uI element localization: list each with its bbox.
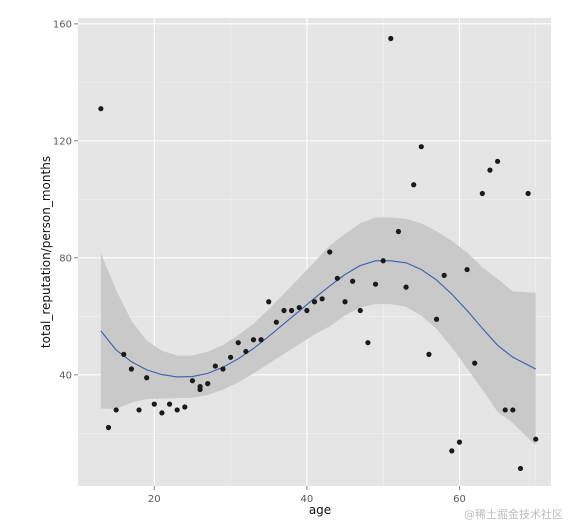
data-point: [365, 340, 371, 346]
data-point: [510, 407, 516, 413]
x-tick-label: 60: [453, 494, 466, 505]
data-point: [136, 407, 142, 413]
data-point: [128, 366, 135, 372]
data-point: [464, 266, 470, 273]
data-point: [372, 281, 379, 287]
data-point: [494, 158, 501, 164]
data-point: [166, 401, 173, 407]
data-point: [121, 351, 127, 357]
data-point: [113, 407, 119, 413]
y-ticks: 40 80 120 160: [53, 19, 78, 381]
data-point: [98, 106, 104, 112]
data-point: [380, 258, 386, 264]
data-point: [266, 299, 272, 305]
data-point: [174, 407, 180, 413]
data-point: [258, 337, 264, 343]
data-point: [227, 354, 234, 360]
x-tick-label: 40: [301, 494, 314, 505]
data-point: [433, 316, 440, 322]
data-point: [182, 404, 188, 410]
y-tick-label: 160: [53, 19, 72, 30]
plot-panel: [78, 18, 551, 486]
data-point: [487, 167, 493, 173]
data-point: [403, 284, 409, 290]
data-point: [197, 386, 203, 393]
data-point: [472, 360, 478, 366]
data-point: [144, 375, 150, 381]
data-point: [243, 348, 249, 355]
watermark-text: @稀土掘金技术社区: [464, 508, 563, 521]
data-point: [327, 249, 333, 255]
x-ticks: 20 40 60: [148, 486, 466, 505]
data-point: [395, 228, 402, 235]
data-point: [502, 407, 508, 413]
data-point: [357, 307, 363, 314]
data-point: [342, 299, 348, 305]
data-point: [334, 275, 340, 281]
x-axis-title: age: [309, 503, 331, 517]
data-point: [525, 190, 531, 197]
y-axis-title: total_reputation/person_months: [39, 156, 53, 348]
x-tick-label: 20: [148, 494, 161, 505]
data-point: [105, 424, 112, 431]
data-point: [189, 378, 196, 384]
data-point: [151, 401, 157, 407]
y-tick-label: 120: [53, 136, 72, 147]
confidence-ribbon: [100, 217, 536, 446]
data-point: [159, 410, 165, 416]
data-point: [289, 307, 295, 314]
data-point: [319, 296, 325, 302]
data-point: [479, 190, 485, 197]
data-point: [426, 351, 432, 357]
data-point: [212, 363, 218, 369]
data-point: [350, 278, 356, 284]
data-point: [250, 337, 257, 343]
data-point: [304, 307, 310, 314]
data-point: [388, 35, 394, 42]
data-point: [533, 436, 539, 442]
data-point: [296, 304, 302, 311]
data-point: [220, 366, 226, 372]
data-point: [311, 299, 318, 305]
data-point: [273, 319, 279, 325]
data-point: [281, 307, 287, 314]
data-point: [411, 182, 417, 188]
data-point: [441, 272, 447, 278]
data-points: [98, 35, 539, 472]
y-tick-label: 80: [59, 253, 72, 264]
data-point: [418, 144, 424, 150]
smooth-line: [100, 260, 536, 378]
data-point: [235, 340, 241, 346]
data-point: [205, 381, 211, 387]
data-point: [517, 465, 524, 472]
data-point: [449, 448, 455, 454]
data-point: [456, 439, 463, 445]
y-tick-label: 40: [59, 370, 72, 381]
